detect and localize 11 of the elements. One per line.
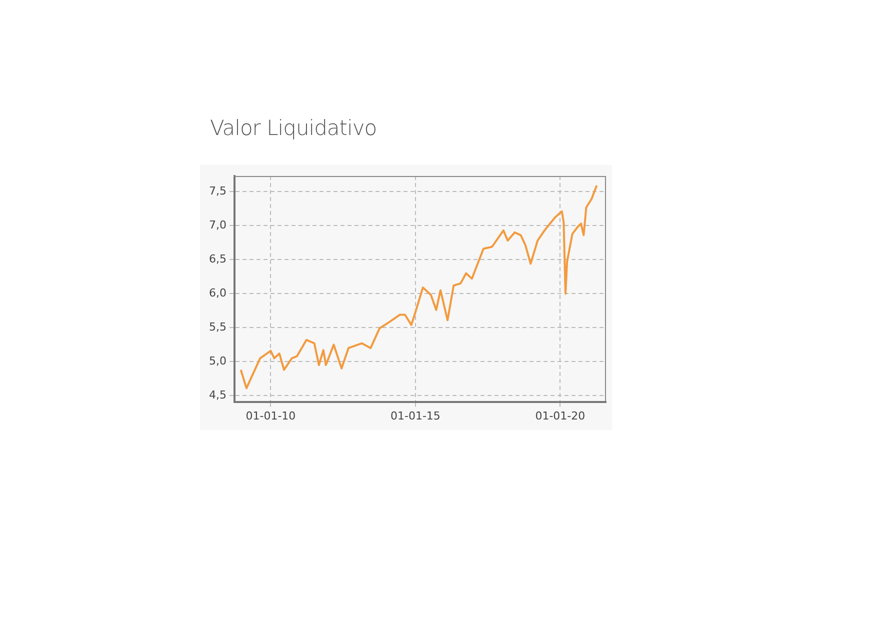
- y-tick-label: 7,5: [208, 184, 226, 198]
- y-tick-label: 6,5: [208, 252, 226, 266]
- y-tick-label: 4,5: [208, 388, 226, 402]
- chart-title: Valor Liquidativo: [210, 116, 377, 140]
- x-tick-label: 01-01-20: [535, 409, 586, 422]
- y-tick-label: 5,5: [208, 320, 226, 334]
- y-tick-label: 5,0: [208, 354, 226, 368]
- x-tick-label: 01-01-15: [390, 409, 440, 422]
- y-tick-label: 6,0: [208, 286, 226, 300]
- x-tick-label: 01-01-10: [246, 409, 296, 422]
- y-tick-label: 7,0: [208, 218, 226, 232]
